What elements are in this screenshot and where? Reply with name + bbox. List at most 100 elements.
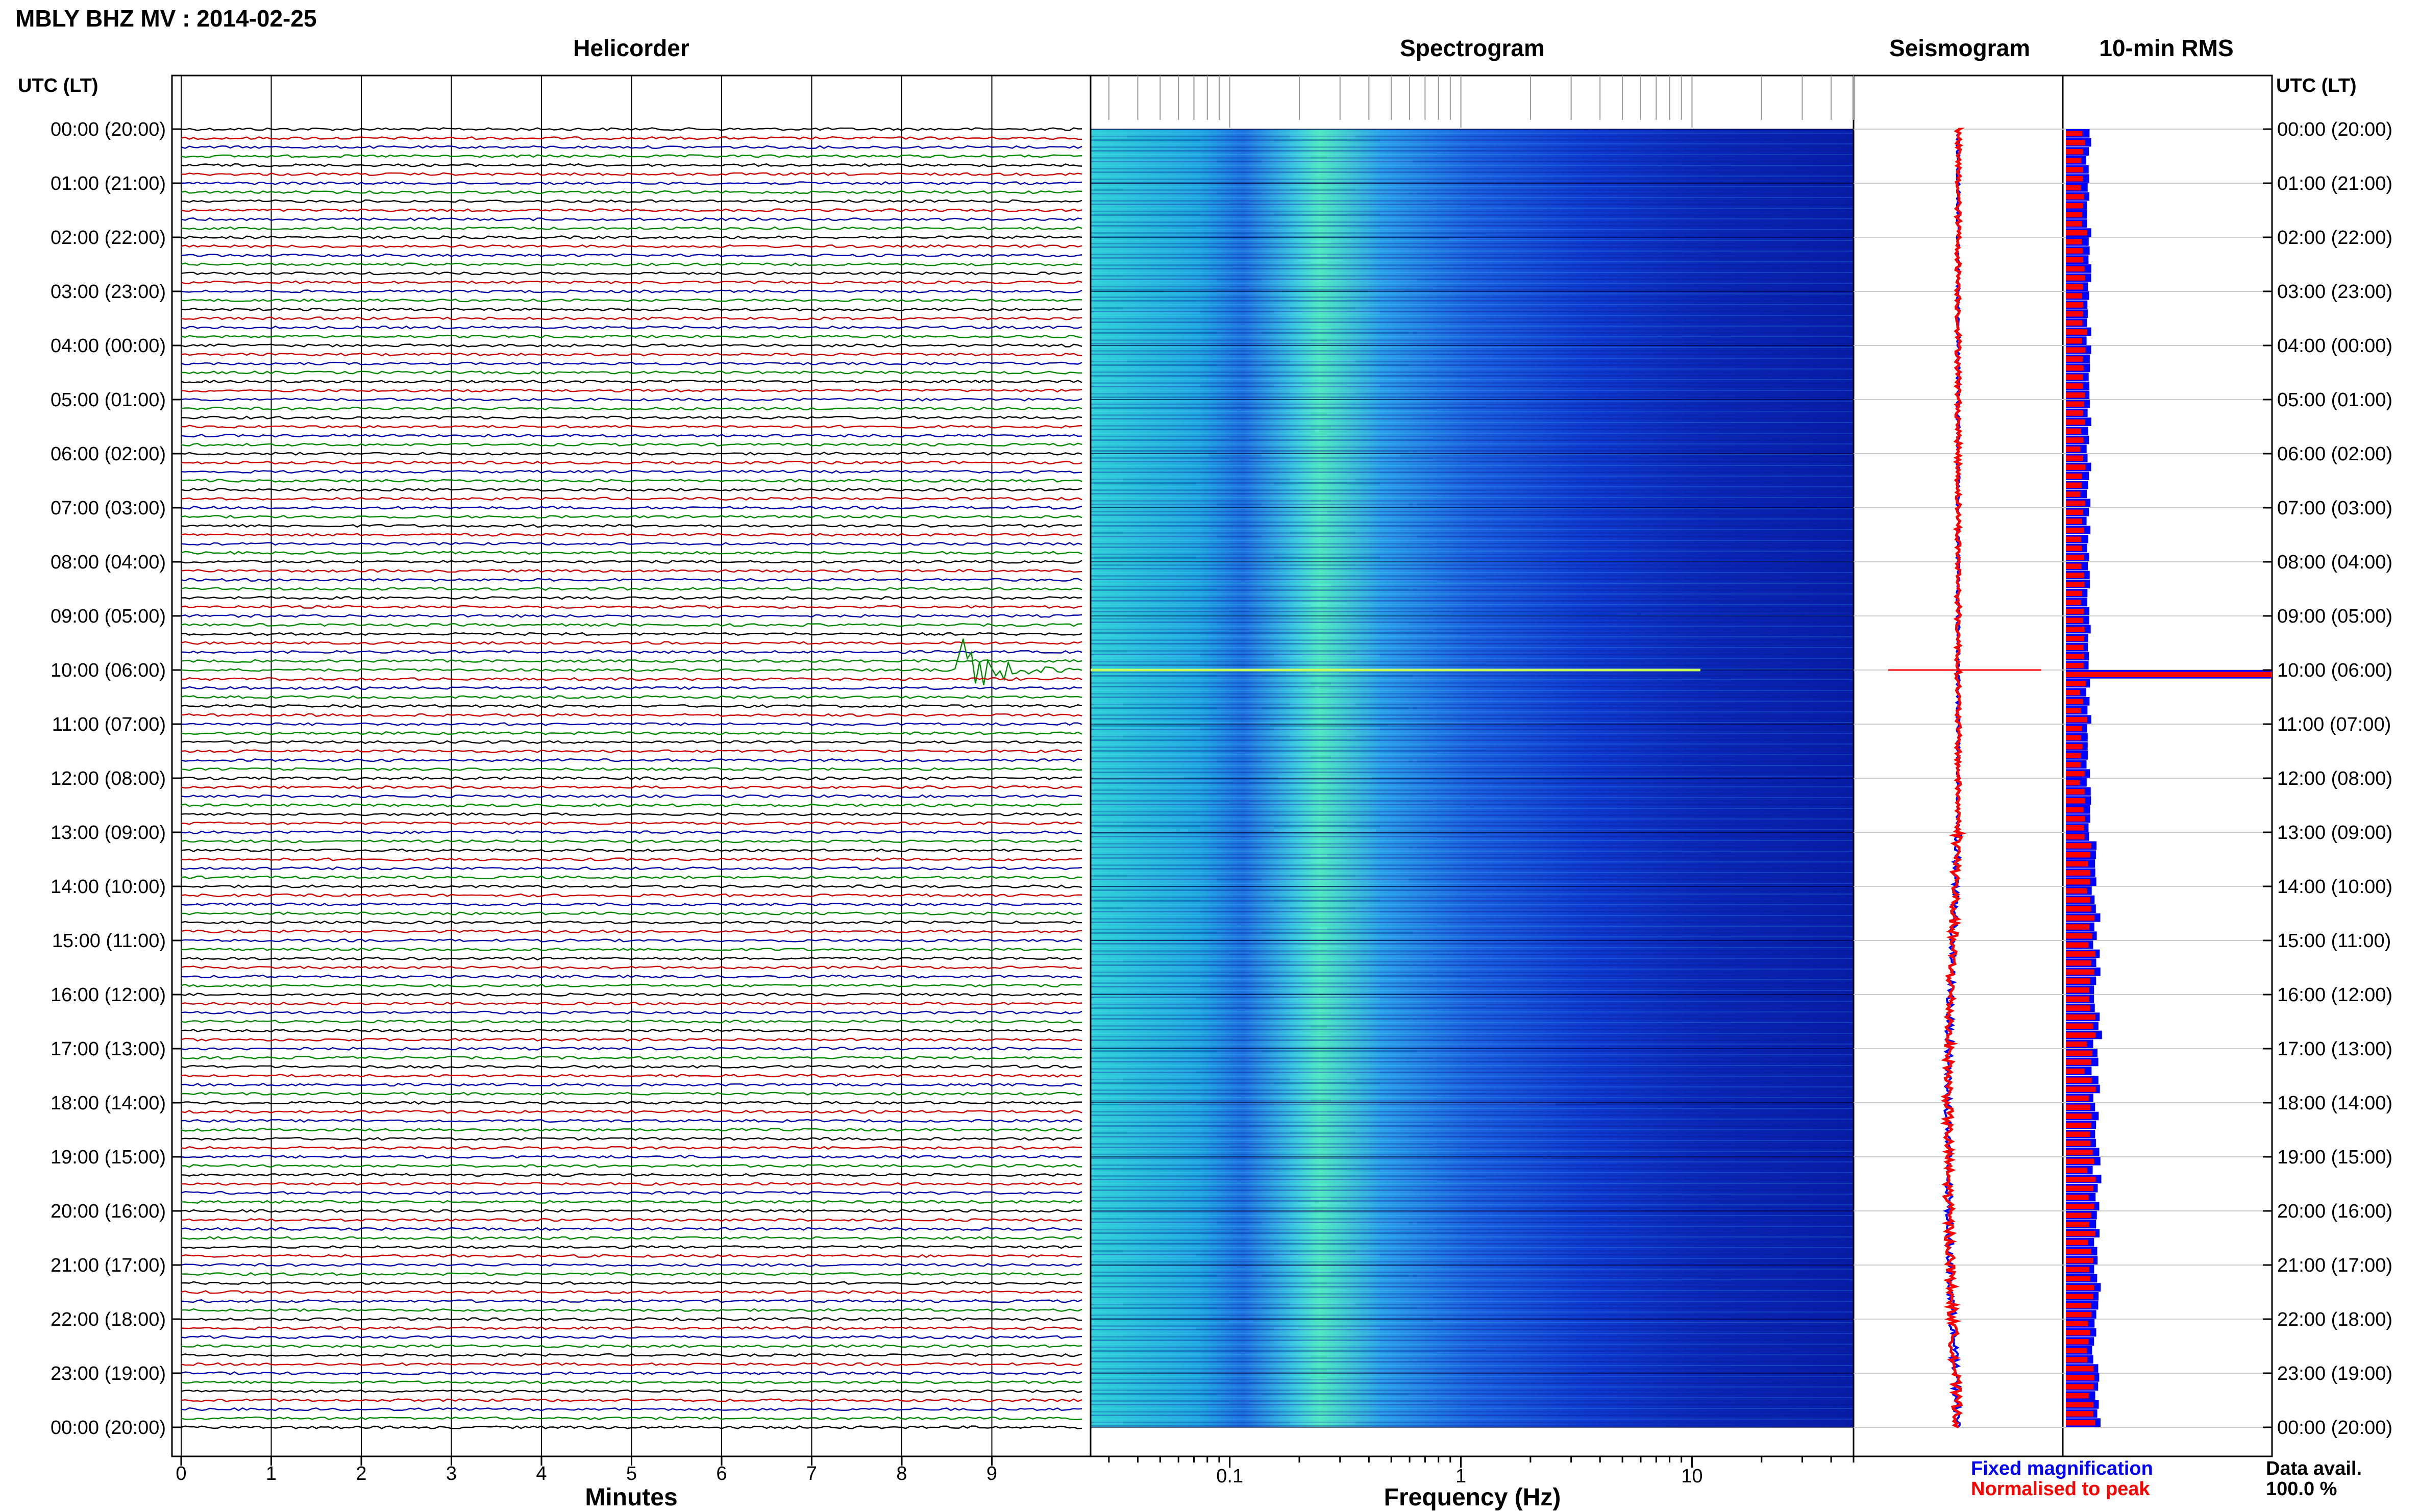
helicorder-trace — [181, 524, 1082, 528]
rms-bar-normalised — [2066, 1086, 2096, 1092]
rms-bar-normalised — [2066, 1041, 2087, 1047]
rms-bar-normalised — [2066, 338, 2082, 344]
helicorder-trace — [181, 497, 1082, 501]
helicorder-trace — [181, 1362, 1082, 1367]
helicorder-trace — [181, 614, 1082, 618]
rms-bar-normalised — [2066, 1222, 2089, 1227]
helicorder-trace — [181, 1163, 1082, 1168]
helicorder-trace — [181, 316, 1082, 320]
helicorder-trace — [181, 704, 1082, 708]
helicorder-trace — [181, 1335, 1082, 1340]
rms-bar-normalised — [2066, 257, 2084, 263]
rms-bar-normalised — [2066, 546, 2082, 551]
helicorder-trace — [181, 578, 1082, 582]
rms-bar-normalised — [2066, 933, 2092, 939]
time-label-left: 16:00 (12:00) — [51, 984, 166, 1006]
rms-bar-normalised — [2066, 131, 2083, 137]
time-label-left: 00:00 (20:00) — [51, 1417, 166, 1439]
helicorder-traces — [181, 127, 1082, 1429]
rms-bar-normalised — [2066, 1149, 2093, 1155]
rms-bar-normalised — [2066, 509, 2083, 515]
helicorder-tick-label: 0 — [176, 1463, 186, 1484]
rms-bar-normalised — [2066, 230, 2087, 236]
helicorder-trace — [181, 1317, 1082, 1321]
spectrogram-hour-lines — [1091, 129, 1854, 1428]
helicorder-trace — [181, 199, 1082, 204]
rms-bar-normalised — [2066, 1023, 2093, 1029]
rms-bar-normalised — [2066, 1348, 2087, 1354]
time-axis-label-right: UTC (LT) — [2276, 75, 2357, 96]
helicorder-trace — [181, 136, 1082, 140]
helicorder-trace — [181, 776, 1082, 780]
helicorder-trace — [181, 1245, 1082, 1249]
legend-fixed: Fixed magnification — [1971, 1458, 2153, 1479]
rms-bar-normalised — [2066, 212, 2083, 218]
helicorder-trace — [181, 866, 1082, 871]
time-label-right: 14:00 (10:00) — [2277, 876, 2392, 898]
rms-bar-normalised — [2066, 347, 2086, 353]
rms-bar-normalised — [2066, 617, 2083, 624]
helicorder-trace — [181, 1010, 1082, 1015]
rms-bar-normalised — [2066, 1176, 2096, 1182]
helicorder-trace — [181, 1028, 1082, 1033]
time-label-left: 19:00 (15:00) — [51, 1147, 166, 1168]
helicorder-trace — [181, 1191, 1082, 1195]
helicorder-trace — [181, 920, 1082, 925]
rms-bar-normalised — [2066, 627, 2085, 632]
helicorder-trace — [181, 1290, 1082, 1294]
helicorder-trace — [181, 1092, 1082, 1096]
rms-bar-normalised — [2066, 455, 2083, 461]
rms-bar-normalised — [2066, 1131, 2090, 1137]
helicorder-trace — [181, 848, 1082, 853]
rms-bar-normalised — [2066, 771, 2085, 777]
helicorder-trace — [181, 154, 1082, 158]
helicorder-trace — [181, 758, 1082, 762]
helicorder-trace — [181, 479, 1082, 483]
rms-bar-normalised — [2066, 1212, 2091, 1219]
rms-bar-normalised — [2066, 320, 2083, 326]
helicorder-tick-label: 7 — [806, 1463, 817, 1484]
time-label-left: 15:00 (11:00) — [52, 930, 166, 952]
helicorder-tick-label: 2 — [356, 1463, 366, 1484]
helicorder-trace — [181, 686, 1082, 690]
time-label-left: 05:00 (01:00) — [51, 389, 166, 411]
helicorder-trace — [181, 605, 1082, 609]
time-label-right: 17:00 (13:00) — [2277, 1038, 2392, 1060]
rms-bar-normalised — [2066, 248, 2083, 254]
time-label-right: 23:00 (19:00) — [2277, 1363, 2392, 1384]
rms-bar-normalised — [2066, 726, 2082, 732]
rms-bar-normalised — [2066, 996, 2089, 1002]
rms-bar-normalised — [2066, 1357, 2088, 1362]
helicorder-trace — [181, 1101, 1082, 1105]
time-label-left: 08:00 (04:00) — [51, 552, 166, 573]
time-label-right: 21:00 (17:00) — [2277, 1255, 2392, 1276]
spectrogram-tick-label: 10 — [1681, 1466, 1702, 1487]
rms-bar-normalised — [2066, 1321, 2088, 1327]
time-label-right: 08:00 (04:00) — [2277, 552, 2392, 573]
rms-bar-normalised — [2066, 951, 2095, 957]
helicorder-trace — [181, 433, 1082, 438]
time-label-right: 01:00 (21:00) — [2277, 173, 2392, 194]
rms-bar-normalised — [2066, 870, 2091, 876]
rms-bar-normalised — [2066, 203, 2083, 209]
helicorder-trace — [181, 785, 1082, 789]
rms-bar-normalised — [2066, 311, 2083, 317]
rms-bar-normalised — [2066, 1158, 2094, 1164]
rms-bar-normalised — [2066, 1032, 2096, 1038]
rms-bar-normalised — [2066, 1095, 2089, 1101]
spectrogram-x-label: Frequency (Hz) — [1384, 1484, 1561, 1511]
time-label-left: 13:00 (09:00) — [51, 822, 166, 844]
rms-bar-normalised — [2066, 500, 2086, 506]
time-label-right: 19:00 (15:00) — [2277, 1147, 2392, 1168]
helicorder-trace — [181, 839, 1082, 844]
helicorder-trace — [181, 1155, 1082, 1159]
helicorder-trace — [181, 208, 1082, 212]
helicorder-trace — [181, 1326, 1082, 1330]
rms-bar-normalised — [2066, 879, 2090, 885]
helicorder-trace — [181, 343, 1082, 348]
helicorder-trace — [181, 1200, 1082, 1204]
helicorder-trace — [181, 370, 1082, 375]
helicorder-trace — [181, 1055, 1082, 1060]
helicorder-trace — [181, 1074, 1082, 1078]
time-label-left: 20:00 (16:00) — [51, 1201, 166, 1222]
